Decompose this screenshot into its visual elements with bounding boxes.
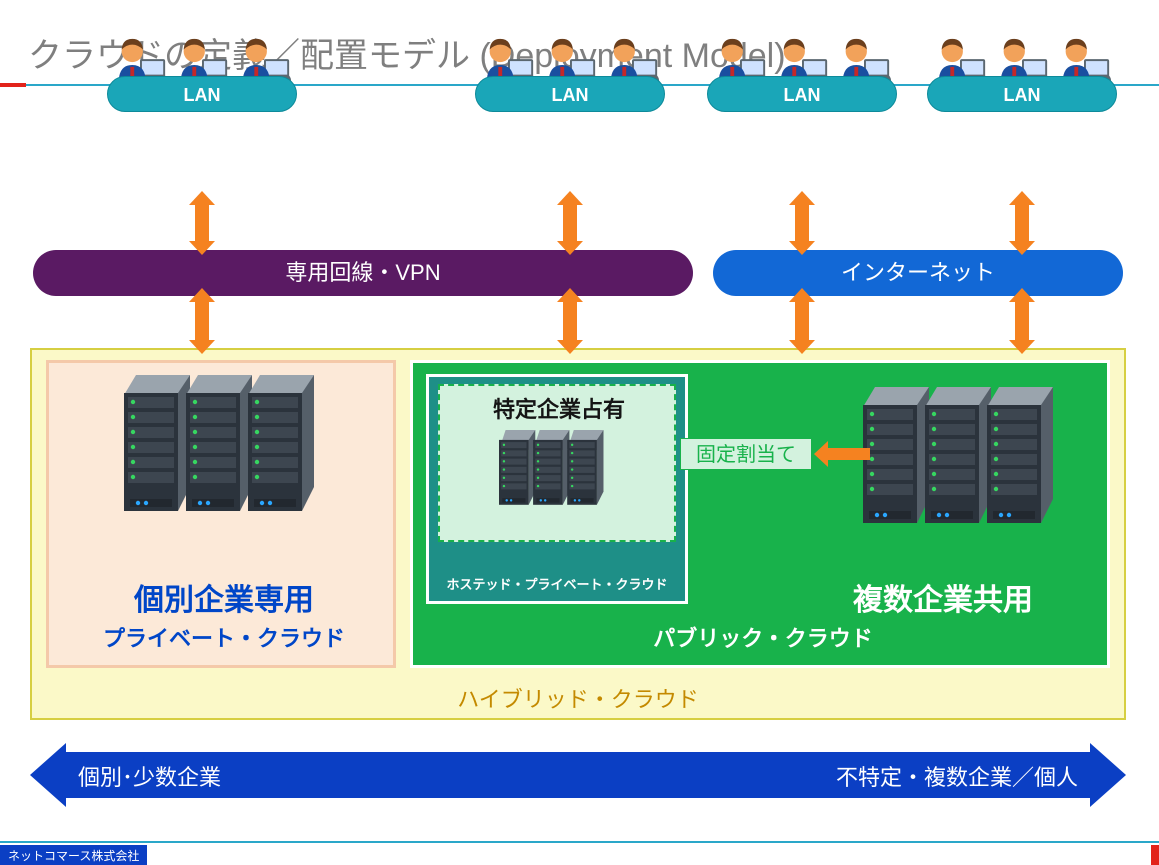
server-rack-icon [499,430,611,523]
lan-label: LAN [707,76,897,112]
footer-rule [0,841,1159,843]
bidirectional-arrow-icon [190,300,214,342]
dedicated-enterprise-label: 特定企業占有 [440,392,678,424]
bidirectional-arrow-icon [190,203,214,243]
bidirectional-arrow-icon [1010,300,1034,342]
lan-label: LAN [107,76,297,112]
brand-accent [1151,845,1159,865]
hosted-private-cloud-label: ホステッド・プライベート・クラウド [426,574,688,593]
fixed-assign-label: 固定割当て [680,438,812,470]
vpn-network-bar: 専用回線・VPN [33,250,693,296]
users-row: LAN LAN [0,112,1159,202]
spectrum-arrow: 個別･少数企業 不特定・複数企業／個人 [66,752,1090,798]
spectrum-right-label: 不特定・複数企業／個人 [836,760,1078,792]
bidirectional-arrow-icon [558,203,582,243]
bidirectional-arrow-icon [790,203,814,243]
server-rack-icon [124,375,328,540]
bidirectional-arrow-icon [790,300,814,342]
lan-label: LAN [475,76,665,112]
public-cloud-subtitle: パブリック・クラウド [413,621,1113,653]
private-cloud-subtitle: プライベート・クラウド [49,621,399,653]
bidirectional-arrow-icon [1010,203,1034,243]
lan-label: LAN [927,76,1117,112]
private-cloud-box: 個別企業専用 プライベート・クラウド [46,360,396,668]
public-cloud-title: 複数企業共用 [793,575,1093,619]
brand-bar: ネットコマース株式会社 [0,845,147,865]
hybrid-cloud-label: ハイブリッド・クラウド [30,682,1126,714]
private-cloud-title: 個別企業専用 [49,575,399,619]
fixed-assign-arrow [826,443,870,465]
spectrum-left-label: 個別･少数企業 [78,760,221,792]
internet-network-bar: インターネット [713,250,1123,296]
bidirectional-arrow-icon [558,300,582,342]
server-rack-icon [863,387,1067,552]
hosted-private-inner-box: 特定企業占有 [438,384,676,542]
